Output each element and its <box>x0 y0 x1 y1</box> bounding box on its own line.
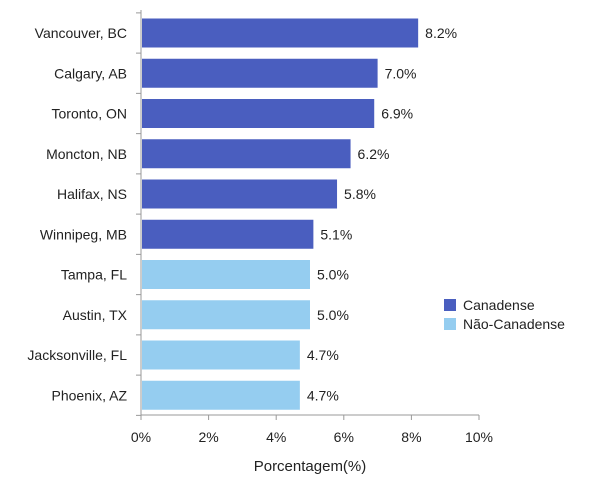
bar <box>142 139 351 169</box>
bar <box>142 260 310 289</box>
data-label: 5.1% <box>320 226 352 242</box>
bar <box>142 300 310 330</box>
data-label: 4.7% <box>307 387 339 403</box>
y-tick-label: Calgary, AB <box>54 65 127 81</box>
data-label: 7.0% <box>385 65 417 81</box>
data-label: 5.8% <box>344 186 376 202</box>
bar <box>142 340 300 370</box>
y-tick-label: Winnipeg, MB <box>40 226 127 242</box>
x-tick-label: 4% <box>266 429 286 445</box>
y-tick-label: Jacksonville, FL <box>27 347 127 363</box>
data-label: 5.0% <box>317 267 349 283</box>
y-tick-label: Tampa, FL <box>61 267 127 283</box>
y-tick-label: Moncton, NB <box>46 146 127 162</box>
data-label: 8.2% <box>425 25 457 41</box>
x-tick-label: 2% <box>198 429 218 445</box>
legend-label: Canadense <box>463 297 535 313</box>
bar <box>142 179 338 209</box>
bar <box>142 18 419 48</box>
data-label: 6.9% <box>381 106 413 122</box>
legend-label: Não-Canadense <box>463 316 565 332</box>
y-tick-label: Austin, TX <box>63 307 128 323</box>
x-tick-label: 6% <box>334 429 354 445</box>
x-tick-label: 10% <box>465 429 493 445</box>
data-label: 4.7% <box>307 347 339 363</box>
y-tick-label: Vancouver, BC <box>35 25 127 41</box>
data-label: 6.2% <box>358 146 390 162</box>
legend-swatch <box>444 318 456 330</box>
y-tick-label: Halifax, NS <box>57 186 127 202</box>
x-tick-label: 0% <box>131 429 151 445</box>
x-tick-label: 8% <box>401 429 421 445</box>
bar <box>142 58 378 88</box>
legend-swatch <box>444 299 456 311</box>
bar <box>142 99 375 128</box>
bar <box>142 219 314 249</box>
data-label: 5.0% <box>317 307 349 323</box>
y-tick-label: Phoenix, AZ <box>52 387 128 403</box>
bar <box>142 380 300 410</box>
x-axis-title: Porcentagem(%) <box>254 458 367 475</box>
y-tick-label: Toronto, ON <box>52 106 127 122</box>
